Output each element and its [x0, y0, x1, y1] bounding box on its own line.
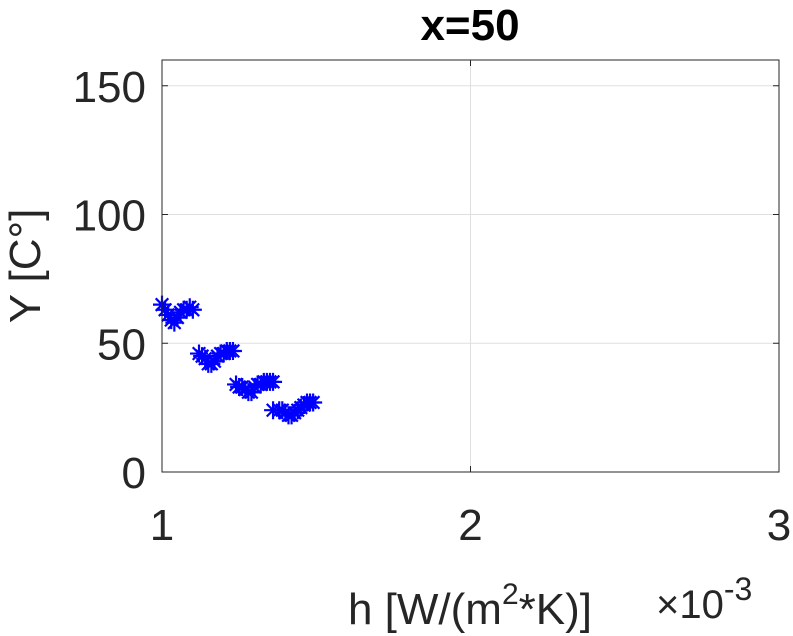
y-tick-labels: 0 50 100 150 [73, 63, 146, 498]
x-exponent-power: -3 [724, 571, 752, 607]
x-tick-label: 3 [767, 501, 791, 550]
data-point-star [242, 383, 261, 402]
x-axis-exponent: ×10-3 [656, 571, 752, 627]
y-tick-label: 0 [122, 449, 146, 498]
x-axis-label-suffix: *K)] [519, 585, 592, 634]
x-axis-label-main: h [W/(m [348, 585, 502, 634]
data-point-star [223, 341, 242, 360]
x-axis-label-superscript: 2 [502, 578, 519, 611]
data-point-star [183, 300, 202, 319]
x-axis-label: h [W/(m2*K)] [348, 578, 592, 634]
axis-ticks [161, 60, 780, 473]
y-axis-label: Y [C°] [1, 209, 50, 324]
x-tick-labels: 1 2 3 [150, 501, 791, 550]
chart-title: x=50 [420, 1, 519, 50]
y-tick-label: 50 [97, 320, 146, 369]
data-point-star [159, 305, 178, 324]
data-point-star [168, 308, 187, 327]
y-tick-label: 150 [73, 63, 146, 112]
x-tick-label: 1 [150, 501, 174, 550]
x-tick-label: 2 [458, 501, 482, 550]
data-point-star [205, 352, 224, 371]
data-point-star [264, 372, 283, 391]
y-tick-label: 100 [73, 192, 146, 241]
data-point-star [156, 300, 175, 319]
data-point-star [304, 393, 323, 412]
x-exponent-base: ×10 [656, 583, 724, 627]
data-point-star [165, 313, 184, 332]
